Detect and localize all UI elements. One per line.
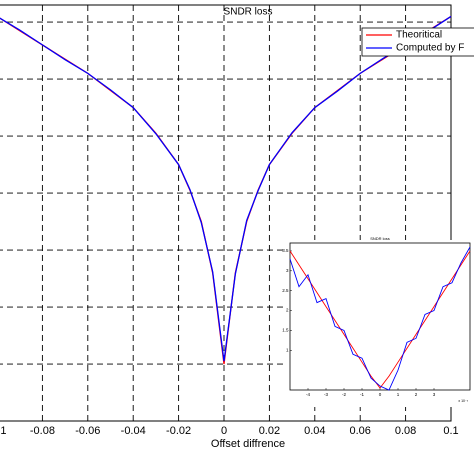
x-multiplier: x 10⁻³: [458, 399, 468, 403]
y-tick-label: 2: [286, 308, 289, 313]
x-tick-label: 3: [433, 392, 436, 397]
x-tick-label: 0.06: [349, 425, 370, 437]
legend-box: [361, 27, 474, 57]
chart-title: SNDR loss: [224, 7, 273, 18]
x-tick-label: 0.08: [395, 425, 416, 437]
x-tick-label: -0.08: [30, 425, 55, 437]
inset-background: [285, 240, 474, 407]
x-tick-label: -0.02: [166, 425, 191, 437]
legend-label: Theoritical: [396, 30, 442, 41]
y-tick-label: 3: [286, 268, 289, 273]
series-line: [289, 246, 471, 391]
x-axis-label: Offset diffrence: [211, 438, 285, 450]
x-tick-label: -2: [342, 392, 346, 397]
x-tick-label: 1: [397, 392, 400, 397]
x-tick-label: 2: [415, 392, 418, 397]
y-tick-label: 2.5: [282, 288, 289, 293]
x-tick-label: 0.1: [443, 425, 458, 437]
x-tick-label: -0.04: [121, 425, 146, 437]
x-tick-label: -1: [360, 392, 364, 397]
x-tick-label: 0: [221, 425, 227, 437]
series-line: [0, 15, 452, 362]
y-tick-label: 1.5: [282, 328, 289, 333]
series-line: [289, 250, 471, 389]
y-tick-label: 3.5: [282, 248, 289, 253]
x-tick-label: -0.06: [75, 425, 100, 437]
x-tick-label: -4: [306, 392, 310, 397]
x-tick-label: -0.1: [0, 425, 6, 437]
y-tick-label: 1: [286, 347, 289, 352]
x-tick-label: 0.02: [259, 425, 280, 437]
legend-label: Computed by F: [396, 43, 464, 54]
chart-title: SNDR loss: [370, 236, 390, 241]
x-tick-label: 0: [379, 392, 382, 397]
x-tick-label: -3: [324, 392, 328, 397]
x-tick-label: 0.04: [304, 425, 325, 437]
